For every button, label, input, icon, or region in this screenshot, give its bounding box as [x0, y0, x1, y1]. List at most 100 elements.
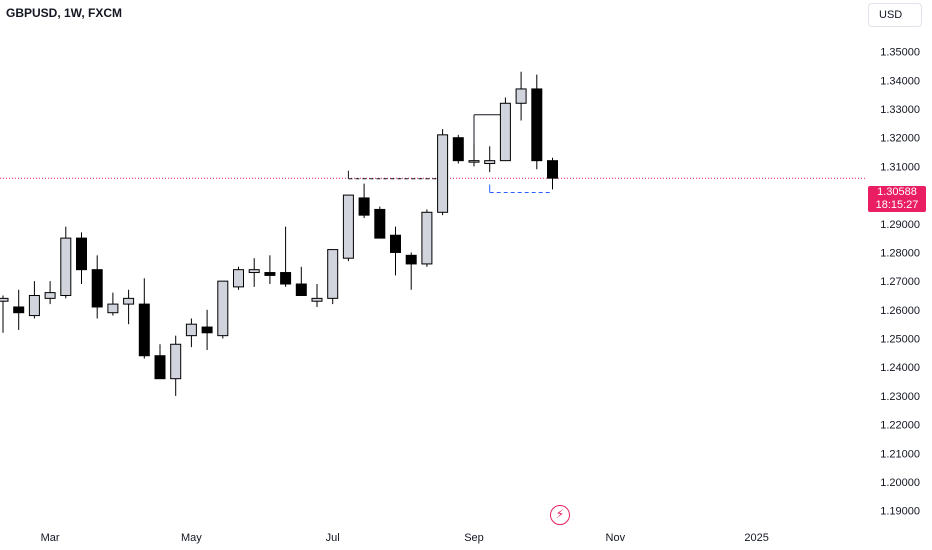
time-tick-label: May	[181, 532, 202, 544]
candle-32[interactable]	[499, 97, 511, 162]
candle-24[interactable]	[374, 206, 386, 239]
candle-34[interactable]	[531, 74, 543, 170]
candle-23[interactable]	[358, 183, 370, 219]
candles-layer	[0, 71, 558, 396]
candle-body	[76, 237, 87, 271]
candle-31[interactable]	[484, 146, 496, 173]
candle-22[interactable]	[342, 194, 354, 262]
candle-17[interactable]	[264, 255, 276, 285]
candle-body	[452, 137, 464, 162]
candle-body	[107, 303, 119, 314]
candle-body	[390, 234, 401, 253]
candle-body	[437, 134, 449, 213]
candle-25[interactable]	[390, 226, 401, 276]
candle-28[interactable]	[437, 129, 449, 216]
candle-1[interactable]	[13, 289, 25, 330]
candle-body	[405, 254, 417, 265]
candle-body	[217, 280, 229, 337]
candle-33[interactable]	[515, 71, 527, 121]
time-tick-label: 2025	[744, 532, 768, 544]
candle-16[interactable]	[248, 258, 260, 287]
candle-15[interactable]	[233, 266, 244, 290]
last-price-value: 1.30588	[877, 186, 917, 198]
currency-button[interactable]: USD	[868, 3, 922, 27]
candle-body	[154, 355, 166, 380]
candle-body	[280, 272, 292, 285]
candle-body	[531, 88, 543, 162]
candle-body	[547, 160, 558, 179]
candle-body	[468, 160, 480, 163]
candle-19[interactable]	[295, 266, 307, 296]
candle-body	[311, 297, 323, 302]
time-tick-label: Sep	[464, 532, 484, 544]
price-axis[interactable]: 1.360001.350001.340001.330001.320001.310…	[880, 18, 920, 518]
candle-body	[44, 292, 56, 299]
candle-body	[515, 88, 527, 104]
candle-body	[170, 343, 182, 380]
drawings-layer	[347, 114, 553, 193]
candle-2[interactable]	[28, 281, 40, 319]
candle-35[interactable]	[547, 157, 558, 190]
price-tick-label: 1.19000	[880, 506, 920, 518]
candle-body	[138, 303, 150, 357]
candle-body	[201, 326, 213, 334]
candle-0[interactable]	[0, 295, 9, 333]
candle-5[interactable]	[76, 232, 87, 285]
candle-20[interactable]	[311, 284, 323, 307]
candle-body	[60, 237, 72, 296]
candle-body	[358, 197, 370, 216]
candle-18[interactable]	[280, 226, 292, 287]
price-tick-label: 1.23000	[880, 391, 920, 403]
candle-6[interactable]	[91, 255, 103, 319]
candle-body	[295, 283, 307, 296]
candle-body	[185, 323, 197, 337]
price-tick-label: 1.32000	[880, 133, 920, 145]
price-tick-label: 1.24000	[880, 362, 920, 374]
candle-27[interactable]	[421, 209, 433, 267]
candle-body	[342, 194, 354, 259]
time-axis[interactable]: Mar May Jul Sep Nov 2025	[41, 532, 769, 544]
candle-body	[374, 208, 386, 239]
price-tick-label: 1.20000	[880, 477, 920, 489]
candle-12[interactable]	[185, 318, 197, 348]
candle-4[interactable]	[60, 226, 72, 299]
candle-body	[264, 272, 276, 276]
candle-8[interactable]	[123, 289, 135, 325]
candle-body	[327, 249, 339, 299]
price-tick-label: 1.35000	[880, 47, 920, 59]
time-tick-label: Mar	[41, 532, 60, 544]
candle-29[interactable]	[452, 134, 464, 164]
candle-30[interactable]	[468, 143, 480, 167]
price-tick-label: 1.22000	[880, 420, 920, 432]
candle-21[interactable]	[327, 249, 339, 305]
candle-body	[233, 269, 244, 288]
time-tick-label: Nov	[606, 532, 626, 544]
candle-3[interactable]	[44, 281, 56, 305]
candle-14[interactable]	[217, 280, 229, 339]
candle-body	[421, 211, 433, 265]
candle-body	[484, 160, 496, 165]
last-price-tag: 1.30588 18:15:27	[868, 186, 926, 212]
candle-body	[28, 294, 40, 317]
bar-countdown: 18:15:27	[875, 199, 919, 211]
price-tick-label: 1.29000	[880, 219, 920, 231]
candle-body	[499, 102, 511, 162]
lightning-icon[interactable]: ⚡	[550, 505, 570, 525]
candle-7[interactable]	[107, 292, 119, 316]
candle-9[interactable]	[138, 278, 150, 359]
candle-body	[91, 269, 103, 308]
time-tick-label: Jul	[326, 532, 340, 544]
symbol-title: GBPUSD, 1W, FXCM	[6, 6, 123, 20]
price-tick-label: 1.26000	[880, 305, 920, 317]
candle-13[interactable]	[201, 309, 213, 350]
price-tick-label: 1.33000	[880, 104, 920, 116]
price-tick-label: 1.25000	[880, 334, 920, 346]
candle-body	[0, 297, 9, 302]
candle-26[interactable]	[405, 252, 417, 290]
price-tick-label: 1.27000	[880, 276, 920, 288]
candle-11[interactable]	[170, 335, 182, 396]
candle-10[interactable]	[154, 344, 166, 380]
candle-body	[123, 297, 135, 305]
candle-body	[248, 269, 260, 274]
